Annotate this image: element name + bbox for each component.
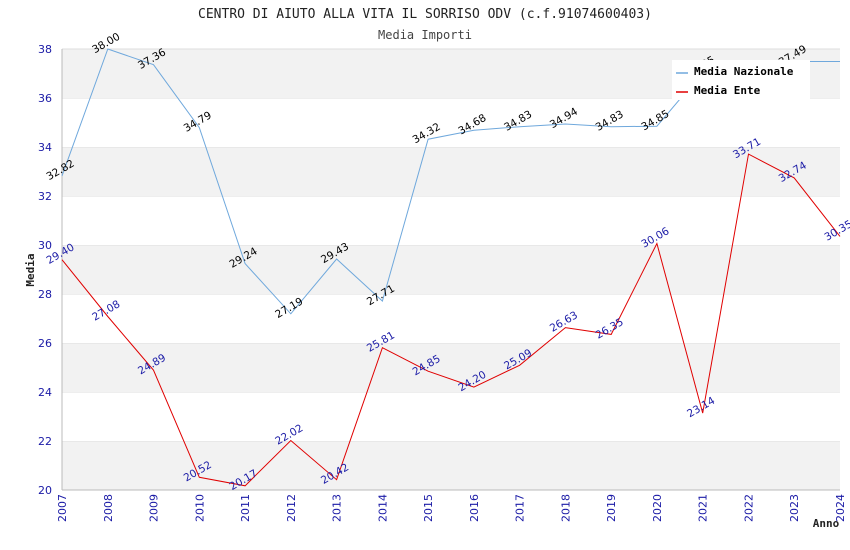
x-tick-label: 2008 xyxy=(102,494,115,522)
grid-band xyxy=(62,245,840,294)
y-tick-label: 34 xyxy=(38,141,52,154)
grid-band xyxy=(62,343,840,392)
x-tick-label: 2007 xyxy=(56,494,69,522)
grid-band xyxy=(62,294,840,343)
y-axis-label: Media xyxy=(24,253,37,286)
y-tick-label: 38 xyxy=(38,43,52,56)
x-tick-label: 2011 xyxy=(239,494,252,522)
grid-band xyxy=(62,147,840,196)
x-tick-label: 2019 xyxy=(605,494,618,522)
x-tick-label: 2014 xyxy=(376,494,389,522)
chart-subtitle: Media Importi xyxy=(378,28,472,42)
y-tick-label: 32 xyxy=(38,190,52,203)
y-tick-label: 30 xyxy=(38,239,52,252)
x-tick-label: 2022 xyxy=(742,494,755,522)
x-tick-label: 2010 xyxy=(193,494,206,522)
axes xyxy=(61,49,840,491)
legend: Media Nazionale Media Ente xyxy=(672,60,810,100)
x-tick-label: 2023 xyxy=(788,494,801,522)
series-line-ente xyxy=(61,153,841,487)
x-tick-label: 2013 xyxy=(331,494,344,522)
legend-label-ente: Media Ente xyxy=(694,84,761,97)
x-tick-label: 2021 xyxy=(697,494,710,522)
y-tick-label: 24 xyxy=(38,386,52,399)
x-tick-label: 2020 xyxy=(651,494,664,522)
grid-band xyxy=(62,98,840,147)
x-tick-label: 2024 xyxy=(834,494,847,522)
x-tick-label: 2016 xyxy=(468,494,481,522)
grid-band xyxy=(62,392,840,441)
x-tick-label: 2015 xyxy=(422,494,435,522)
x-tick-label: 2018 xyxy=(559,494,572,522)
y-tick-label: 26 xyxy=(38,337,52,350)
y-tick-label: 36 xyxy=(38,92,52,105)
grid-band xyxy=(62,196,840,245)
grid-bands xyxy=(62,48,840,490)
x-tick-label: 2009 xyxy=(148,494,161,522)
x-tick-label: 2012 xyxy=(285,494,298,522)
legend-label-nazionale: Media Nazionale xyxy=(694,65,794,78)
x-axis-label: Anno xyxy=(813,517,840,530)
y-tick-label: 22 xyxy=(38,435,52,448)
y-tick-labels: 20 22 24 26 28 30 32 34 36 38 xyxy=(38,43,52,497)
x-tick-labels: 2007 2008 2009 2010 2011 2012 2013 2014 2015 2016… xyxy=(56,494,847,522)
y-tick-label: 20 xyxy=(38,484,52,497)
x-tick-label: 2017 xyxy=(514,494,527,522)
y-tick-label: 28 xyxy=(38,288,52,301)
grid-band xyxy=(62,441,840,490)
legend-background xyxy=(672,60,810,100)
chart-title: CENTRO DI AIUTO ALLA VITA IL SORRISO ODV… xyxy=(198,7,652,22)
